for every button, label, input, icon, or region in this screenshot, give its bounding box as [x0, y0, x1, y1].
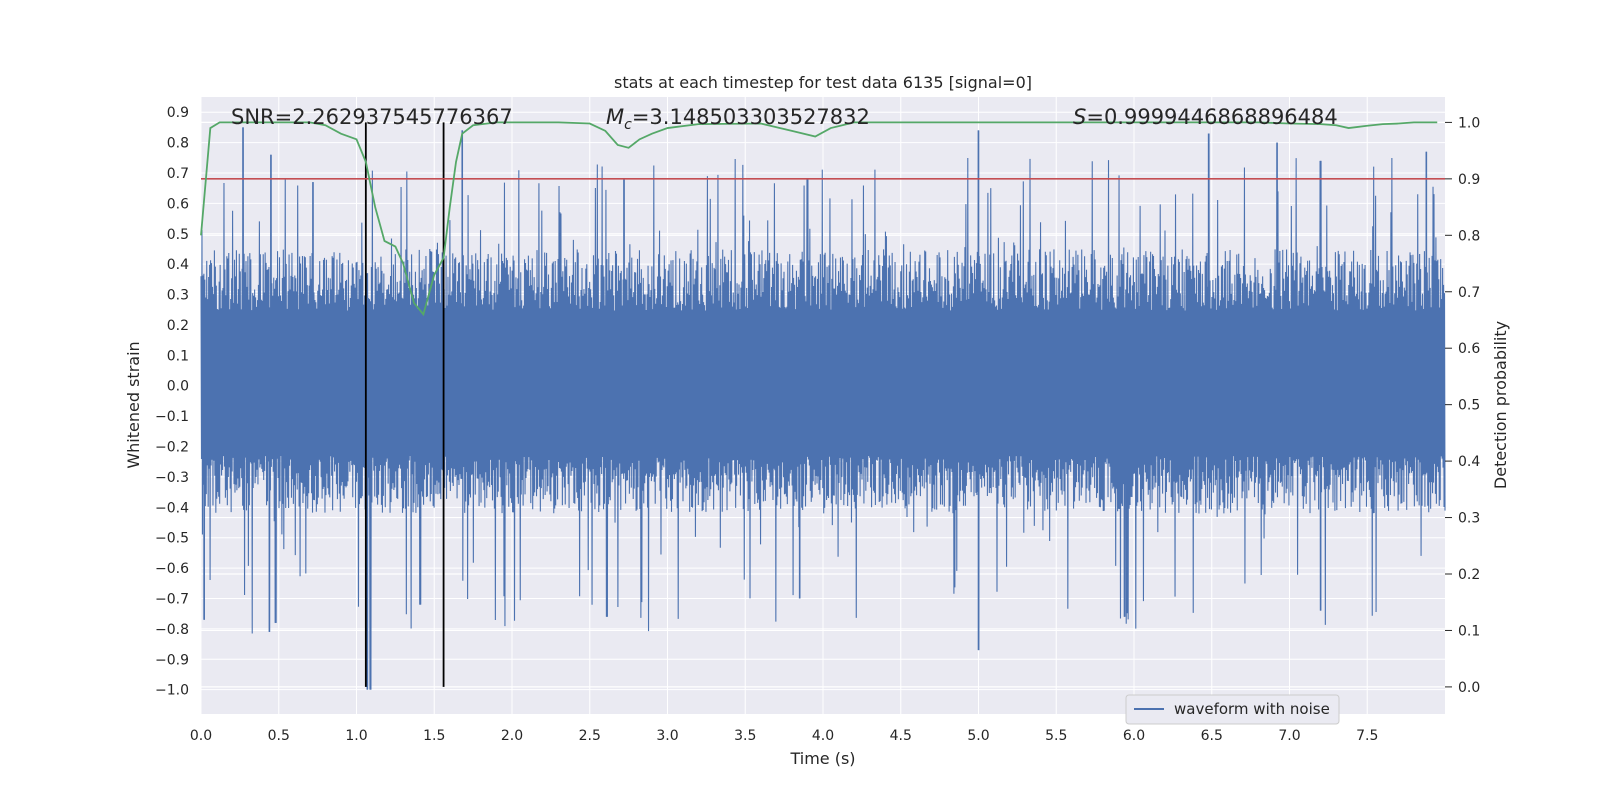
y-right-tick-label: 0.3 [1458, 511, 1480, 527]
s-value: =0.9999446868896484 [1086, 105, 1337, 129]
x-tick-label: 0.5 [268, 728, 290, 744]
legend-box [1125, 694, 1340, 725]
x-tick-label: 3.0 [656, 728, 678, 744]
mc-symbol: M [606, 105, 624, 129]
x-tick-label: 4.5 [890, 728, 912, 744]
x-tick-label: 6.0 [1123, 728, 1145, 744]
y-right-axis-label: Detection probability [1491, 321, 1510, 489]
y-right-tick-label: 0.7 [1458, 285, 1480, 301]
y-left-axis-label: Whitened strain [124, 341, 143, 468]
y-right-tick-label: 0.6 [1458, 341, 1480, 357]
y-left-tick-label: 0.5 [167, 227, 189, 243]
y-left-tick-label: 0.7 [167, 166, 189, 182]
y-left-tick-label: 0.1 [167, 348, 189, 364]
y-left-tick-label: 0.0 [167, 379, 189, 395]
y-right-tick-label: 0.2 [1458, 567, 1480, 583]
x-tick-label: 2.0 [501, 728, 523, 744]
legend-label: waveform with noise [1174, 700, 1330, 718]
x-tick-label: 3.5 [734, 728, 756, 744]
y-left-tick-label: −0.7 [155, 592, 189, 608]
x-tick-label: 0.0 [190, 728, 212, 744]
s-symbol: S [1073, 105, 1086, 129]
y-left-tick-label: 0.2 [167, 318, 189, 334]
plot-area [200, 121, 1446, 690]
y-left-tick-label: −0.1 [155, 409, 189, 425]
y-left-tick-label: −0.2 [155, 440, 189, 456]
y-right-tick-label: 0.8 [1458, 228, 1480, 244]
y-left-tick-label: −1.0 [155, 683, 189, 699]
mc-annotation: Mc=3.148503303527832 [606, 105, 870, 133]
y-left-tick-label: 0.3 [167, 288, 189, 304]
x-tick-label: 6.5 [1201, 728, 1223, 744]
waveform-line [200, 127, 1446, 690]
y-left-tick-label: −0.3 [155, 470, 189, 486]
y-right-axis-ticks: 0.0 0.1 0.2 0.3 0.4 0.5 0.6 0.7 0.8 0.9 1.0 [1445, 115, 1480, 696]
probability-line [200, 121, 1438, 317]
snr-annotation: SNR=2.262937545776367 [231, 105, 513, 129]
y-left-tick-label: −0.6 [155, 561, 189, 577]
mc-subscript: c [624, 117, 632, 133]
y-left-tick-label: 0.8 [167, 136, 189, 152]
x-tick-label: 2.5 [579, 728, 601, 744]
y-right-tick-label: 1.0 [1458, 115, 1480, 131]
s-annotation: S=0.9999446868896484 [1073, 105, 1338, 129]
y-left-tick-label: 0.9 [167, 105, 189, 121]
x-axis-ticks: 0.0 0.5 1.0 1.5 2.0 2.5 3.0 3.5 4.0 4.5 5.0 5.5 6.0 6… [190, 728, 1379, 744]
y-left-tick-label: 0.6 [167, 196, 189, 212]
x-tick-label: 7.0 [1278, 728, 1300, 744]
x-axis-label: Time (s) [789, 749, 855, 768]
y-left-tick-label: −0.5 [155, 531, 189, 547]
x-tick-label: 5.5 [1045, 728, 1067, 744]
x-tick-label: 4.0 [812, 728, 834, 744]
legend: waveform with noise [1125, 694, 1340, 725]
x-tick-label: 7.5 [1356, 728, 1378, 744]
marker-lines [364, 122, 445, 687]
x-tick-label: 1.0 [345, 728, 367, 744]
waveform-series [200, 127, 1446, 690]
y-left-tick-label: −0.8 [155, 622, 189, 638]
y-left-axis-ticks: 0.9 0.8 0.7 0.6 0.5 0.4 0.3 0.2 0.1 0.0 −0.1 −0.2 −0… [155, 105, 189, 698]
y-left-tick-label: 0.4 [167, 257, 189, 273]
probability-series-group [200, 121, 1438, 317]
y-right-tick-label: 0.4 [1458, 454, 1480, 470]
y-right-tick-label: 0.0 [1458, 680, 1480, 696]
y-right-tick-label: 0.5 [1458, 398, 1480, 414]
x-tick-label: 1.5 [423, 728, 445, 744]
y-left-tick-label: −0.4 [155, 500, 189, 516]
y-left-tick-label: −0.9 [155, 652, 189, 668]
y-right-tick-label: 0.1 [1458, 623, 1480, 639]
x-tick-label: 5.0 [967, 728, 989, 744]
y-right-tick-label: 0.9 [1458, 172, 1480, 188]
mc-value: =3.148503303527832 [632, 105, 870, 129]
chart-title: stats at each timestep for test data 613… [614, 73, 1032, 92]
